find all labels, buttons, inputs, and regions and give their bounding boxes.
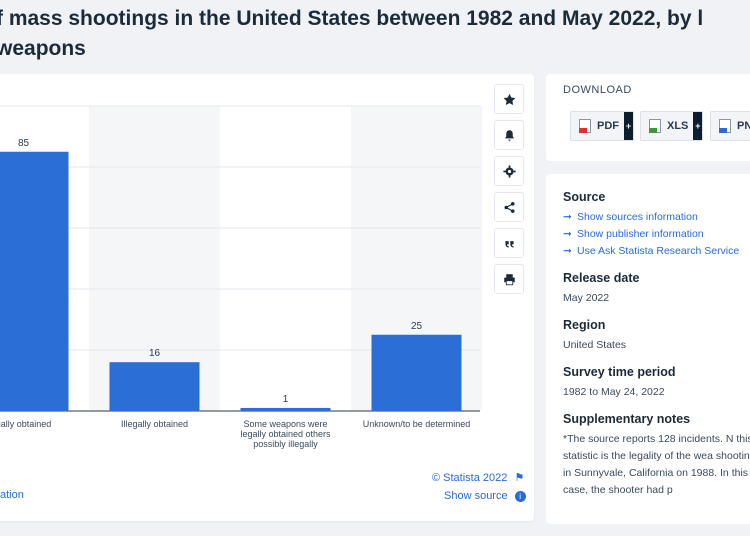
bell-icon <box>504 129 514 141</box>
category-label-1: Illegally obtained <box>121 419 188 429</box>
additional-info-link[interactable]: ation <box>0 489 24 501</box>
gear-icon <box>502 164 516 178</box>
png-file-icon <box>719 119 731 133</box>
supplementary-notes-heading: Supplementary notes <box>563 412 691 426</box>
download-panel: DOWNLOAD PDF + XLS + PNG <box>546 74 750 161</box>
category-label-3: Unknown/to be determined <box>363 419 471 429</box>
download-xls-button[interactable]: XLS + <box>640 111 704 141</box>
print-icon <box>503 273 515 285</box>
bar-1 <box>109 362 200 411</box>
category-label-2: Some weapons were <box>243 419 327 429</box>
bar-3 <box>371 334 462 411</box>
page-title: f mass shootings in the United States be… <box>0 7 704 60</box>
arrow-right-icon: ➞ <box>563 245 572 257</box>
download-pdf-button[interactable]: PDF + <box>570 111 634 141</box>
supplementary-notes-text: *The source reports 128 incidents. N thi… <box>563 433 750 496</box>
show-sources-link[interactable]: ➞ Show sources information <box>563 209 750 226</box>
notification-button[interactable] <box>494 120 524 150</box>
quote-icon <box>504 240 514 248</box>
bar-2 <box>240 407 331 411</box>
show-source-link[interactable]: Show source i <box>444 490 526 502</box>
category-label-2: legally obtained others <box>240 429 331 439</box>
region-value: United States <box>563 339 627 351</box>
arrow-right-icon: ➞ <box>563 228 572 240</box>
bar-chart: 85 gally obtained 16 Illegally obtained 1 Som… <box>0 105 482 449</box>
flag-icon: ⚑ <box>514 472 525 484</box>
download-png-button[interactable]: PNG <box>710 111 750 141</box>
region-heading: Region <box>563 318 606 332</box>
chart-toolbar <box>494 84 524 300</box>
show-publisher-link[interactable]: ➞ Show publisher information <box>563 226 750 243</box>
chart-card: 85 gally obtained 16 Illegally obtained 1 Som… <box>0 74 534 521</box>
value-label-3: 25 <box>411 321 423 332</box>
bar-0 <box>0 151 69 411</box>
info-icon: i <box>514 491 526 502</box>
plus-icon: + <box>624 112 633 140</box>
xls-file-icon <box>649 119 661 133</box>
release-date-value: May 2022 <box>563 292 610 304</box>
arrow-right-icon: ➞ <box>563 211 572 223</box>
cite-button[interactable] <box>494 228 524 258</box>
statista-credit[interactable]: © Statista 2022 ⚑ <box>432 472 525 484</box>
settings-button[interactable] <box>494 156 524 186</box>
pdf-file-icon <box>579 119 591 133</box>
category-label-2: possibly illegally <box>253 439 318 449</box>
star-icon <box>503 93 515 105</box>
ask-statista-link[interactable]: ➞ Use Ask Statista Research Service <box>563 243 750 260</box>
info-panel: Source ➞ Show sources information ➞ Show p… <box>546 174 750 524</box>
value-label-0: 85 <box>18 138 30 149</box>
share-button[interactable] <box>494 192 524 222</box>
favorite-button[interactable] <box>494 84 524 114</box>
plus-icon: + <box>693 112 703 140</box>
share-icon <box>503 201 515 213</box>
source-heading: Source <box>563 190 606 204</box>
release-date-heading: Release date <box>563 271 640 285</box>
print-button[interactable] <box>494 264 524 294</box>
download-title: DOWNLOAD <box>563 84 632 96</box>
category-band <box>89 106 220 411</box>
category-label-0: gally obtained <box>0 419 51 429</box>
value-label-2: 1 <box>283 394 289 405</box>
value-label-1: 16 <box>149 348 161 359</box>
survey-period-heading: Survey time period <box>563 365 676 379</box>
survey-period-value: 1982 to May 24, 2022 <box>563 386 665 398</box>
